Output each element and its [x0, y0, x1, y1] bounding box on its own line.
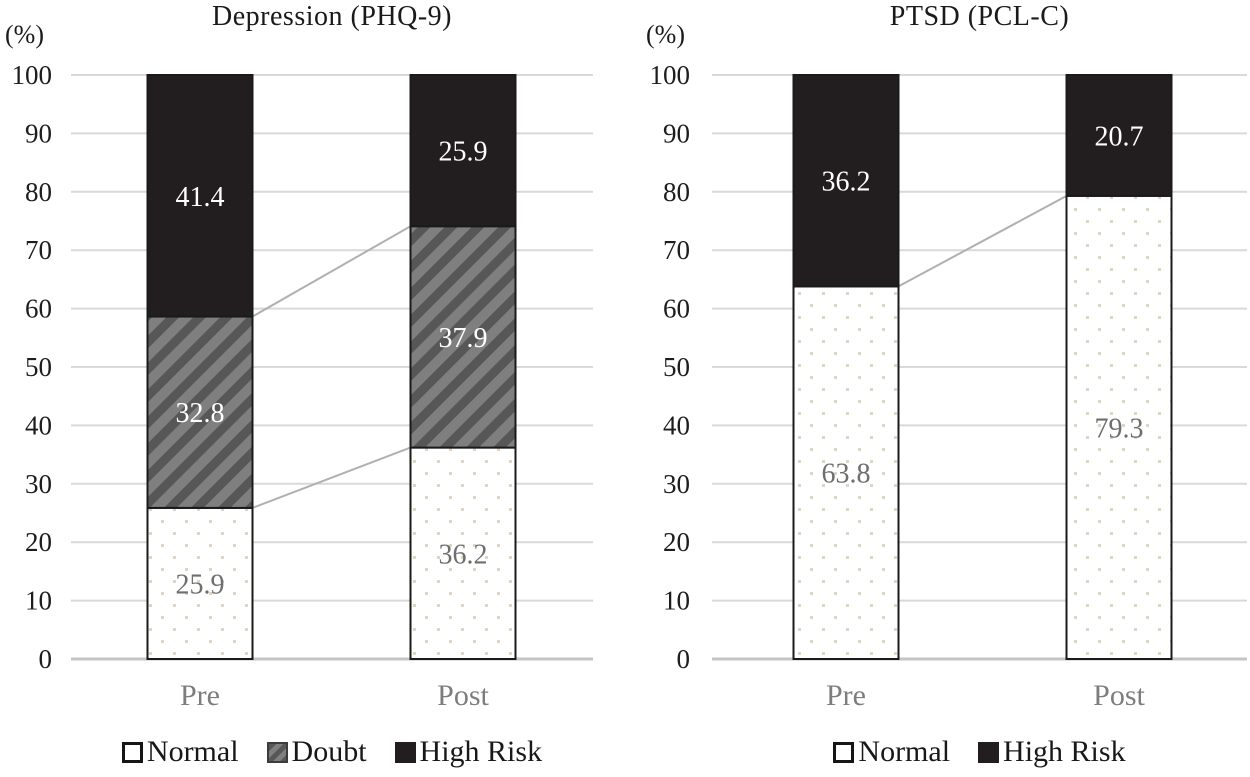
value-label: 20.7: [1095, 121, 1144, 152]
connector-line: [898, 195, 1067, 288]
legend-swatch-dots-icon: [121, 741, 143, 763]
bar-segment: [409, 225, 517, 449]
bar-segment: [409, 446, 517, 661]
y-tick-label: 100: [650, 60, 691, 90]
x-axis-label: Pre: [826, 679, 866, 712]
bar-segment: [409, 74, 517, 228]
y-tick-label: 40: [25, 410, 52, 440]
value-label: 36.2: [439, 539, 488, 570]
y-tick-label: 100: [12, 60, 53, 90]
y-tick-label: 10: [663, 586, 690, 616]
connector-line: [252, 225, 411, 318]
y-tick-label: 70: [663, 235, 690, 265]
chart-title: Depression (PHQ-9): [212, 1, 452, 32]
y-tick-label: 90: [663, 118, 690, 148]
y-tick-label: 0: [39, 644, 53, 674]
bar-segment: [146, 74, 254, 318]
y-tick-label: 70: [25, 235, 52, 265]
legend-item-normal: Normal: [121, 735, 239, 769]
y-tick-label: 50: [25, 352, 52, 382]
y-tick-label: 20: [663, 527, 690, 557]
chart-plot: 0 10 20 30 40 50 60 70 80 90 100 63.8 36.2 Pre 79.3 20.…: [650, 60, 1247, 712]
y-tick-label: 80: [25, 177, 52, 207]
chart-plot: 0 10 20 30 40 50 60 70 80 90 100 25.9 32.8 41.4 Pre 36.…: [12, 60, 593, 712]
bar-segment: [792, 74, 900, 288]
y-tick-label: 60: [663, 294, 690, 324]
legend-label: High Risk: [419, 735, 543, 768]
value-label: 63.8: [822, 459, 871, 490]
bar-segment: [1065, 74, 1173, 197]
y-axis-unit-label: (%): [5, 20, 44, 49]
x-axis-label: Post: [1093, 679, 1145, 712]
legend-label: Normal: [858, 735, 951, 768]
value-label: 79.3: [1095, 413, 1144, 444]
legend: Normal Doubt High Risk: [71, 735, 593, 769]
legend-label: Normal: [146, 735, 239, 768]
y-tick-label: 90: [25, 118, 52, 148]
bar-segment: [1065, 194, 1173, 660]
connector-line: [252, 446, 411, 509]
y-tick-label: 30: [25, 469, 52, 499]
legend-item-normal: Normal: [833, 735, 950, 769]
bar-segment: [792, 285, 900, 660]
y-tick-label: 30: [663, 469, 690, 499]
x-axis-label: Post: [437, 679, 489, 712]
bar-segment: [146, 315, 254, 509]
y-tick-label: 50: [663, 352, 690, 382]
x-axis-label: Pre: [180, 679, 220, 712]
y-tick-label: 20: [25, 527, 52, 557]
y-tick-label: 0: [677, 644, 691, 674]
y-tick-label: 40: [663, 410, 690, 440]
y-tick-label: 60: [25, 294, 52, 324]
legend-label: High Risk: [1003, 735, 1126, 768]
chart-title: PTSD (PCL-C): [889, 1, 1070, 32]
legend-swatch-hatch-icon: [266, 741, 288, 763]
legend-item-doubt: Doubt: [266, 735, 367, 769]
y-tick-label: 10: [25, 586, 52, 616]
value-label: 25.9: [439, 137, 488, 168]
legend-swatch-solid-black-icon: [394, 741, 416, 763]
chart-depression-phq9: Depression (PHQ-9) (%) 0 10 20 30 40 50 60 70 80…: [5, 1, 593, 769]
legend-swatch-solid-black-icon: [978, 741, 1000, 763]
legend: Normal High Risk: [712, 735, 1247, 769]
legend-item-high-risk: High Risk: [978, 735, 1126, 769]
legend-item-high-risk: High Risk: [394, 735, 543, 769]
legend-swatch-dots-icon: [833, 741, 855, 763]
value-label: 41.4: [176, 182, 225, 213]
y-tick-label: 80: [663, 177, 690, 207]
value-label: 37.9: [439, 323, 488, 354]
value-label: 36.2: [822, 167, 871, 198]
legend-label: Doubt: [291, 735, 367, 768]
bar-segment: [146, 506, 254, 660]
chart-ptsd-pclc: PTSD (PCL-C) (%) 0 10 20 30 40 50 60 70 80 90 100 6…: [625, 0, 1250, 777]
value-label: 32.8: [176, 398, 225, 429]
value-label: 25.9: [176, 569, 225, 600]
y-axis-unit-label: (%): [646, 20, 685, 49]
